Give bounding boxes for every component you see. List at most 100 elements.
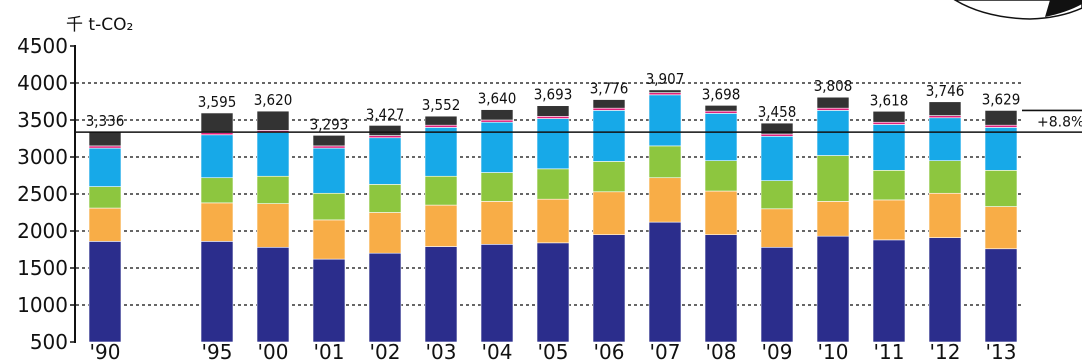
bar-segment	[536, 198, 570, 244]
bar-segment	[872, 239, 906, 343]
bar-segment	[368, 252, 402, 343]
bar-segment	[872, 124, 906, 171]
x-tick-label: '05	[538, 340, 569, 361]
x-tick-label: '01	[314, 340, 345, 361]
bar-segment	[256, 203, 290, 248]
bar-segment	[760, 135, 794, 181]
bar-segment	[312, 192, 346, 221]
bar-segment	[872, 110, 906, 123]
bar-segment	[256, 110, 290, 131]
x-tick-label: '09	[762, 340, 793, 361]
bar-segment	[704, 160, 738, 192]
x-tick-label: '04	[482, 340, 513, 361]
bar-stack	[648, 89, 682, 343]
bar-segment	[984, 124, 1018, 128]
bar-segment	[816, 235, 850, 343]
bar-stack	[704, 105, 738, 343]
y-tick-label: 4500	[17, 34, 68, 58]
x-tick-label: '90	[90, 340, 121, 361]
bar-segment	[256, 246, 290, 343]
bar-segment	[928, 192, 962, 238]
bar-segment	[928, 101, 962, 116]
x-tick-label: '11	[874, 340, 905, 361]
bar-segment	[648, 94, 682, 147]
bar-stack	[312, 135, 346, 343]
value-label: 3,907	[646, 70, 685, 88]
bar-stack	[480, 109, 514, 343]
bar-segment	[312, 219, 346, 260]
bar-segment	[648, 221, 682, 343]
value-label: 3,620	[254, 91, 293, 109]
value-label: 3,427	[366, 105, 405, 123]
bar-segment	[592, 107, 626, 111]
bar-segment	[816, 96, 850, 109]
bar-segment	[760, 122, 794, 135]
bar-segment	[536, 168, 570, 200]
bar-segment	[88, 241, 122, 343]
bar-segment	[424, 127, 458, 177]
bar-segment	[312, 258, 346, 343]
bar-segment	[872, 199, 906, 241]
y-tick-label: 3500	[17, 108, 68, 132]
bar-segment	[984, 127, 1018, 171]
bar-segment	[928, 117, 962, 161]
bar-segment	[648, 89, 682, 93]
bar-stack	[872, 110, 906, 343]
bar-segment	[984, 206, 1018, 250]
bar-segment	[984, 170, 1018, 207]
bar-segment	[704, 110, 738, 114]
bar-segment	[200, 177, 234, 204]
bar-segment	[760, 180, 794, 210]
bar-segment	[704, 190, 738, 235]
bar-segment	[480, 201, 514, 245]
value-label: 3,618	[870, 91, 909, 109]
bar-segment	[704, 105, 738, 112]
bar-stack	[760, 122, 794, 343]
bar-segment	[536, 105, 570, 117]
bar-segment	[648, 145, 682, 179]
bar-segment	[760, 246, 794, 343]
x-tick-label: '95	[202, 340, 233, 361]
bar-segment	[368, 135, 402, 139]
bar-segment	[816, 110, 850, 156]
bar-segment	[592, 161, 626, 193]
bar-segment	[592, 234, 626, 343]
x-axis-ticks: '90 '95 '00 '01 '02 '03 '04 '05 '06 '07 '08 '09 '10 '…	[90, 340, 1017, 361]
bar-segment	[592, 191, 626, 235]
bar-segment	[592, 110, 626, 162]
bar-segment	[88, 186, 122, 209]
value-label: 3,698	[702, 85, 741, 103]
x-tick-label: '06	[594, 340, 625, 361]
bar-segment	[88, 131, 122, 147]
value-label: 3,693	[534, 86, 573, 104]
reference-change-label: +8.8%	[1037, 114, 1082, 130]
bar-segment	[816, 107, 850, 111]
y-tick-label: 1000	[17, 293, 68, 317]
x-tick-label: '13	[986, 340, 1017, 361]
y-tick-label: 500	[30, 330, 68, 354]
bar-segment	[480, 244, 514, 343]
bar-segment	[928, 115, 962, 119]
bars	[88, 89, 1018, 343]
value-labels: 3,336 3,595 3,620 3,293 3,427 3,552 3,640 3,693…	[86, 70, 1021, 133]
bar-segment	[480, 119, 514, 123]
x-tick-label: '03	[426, 340, 457, 361]
y-tick-label: 4000	[17, 71, 68, 95]
bar-segment	[816, 155, 850, 202]
value-label: 3,746	[926, 82, 965, 100]
y-tick-label: 2000	[17, 219, 68, 243]
bar-stack	[984, 110, 1018, 343]
bar-stack	[592, 99, 626, 343]
bar-segment	[256, 175, 290, 204]
bar-segment	[312, 145, 346, 149]
unit-label: 千 t-CO₂	[66, 15, 133, 35]
bar-stack	[88, 131, 122, 343]
y-tick-label: 2500	[17, 182, 68, 206]
bar-segment	[88, 147, 122, 187]
value-label: 3,629	[982, 90, 1021, 108]
bar-segment	[424, 204, 458, 247]
bar-segment	[592, 99, 626, 109]
bar-segment	[88, 207, 122, 242]
x-tick-label: '10	[818, 340, 849, 361]
